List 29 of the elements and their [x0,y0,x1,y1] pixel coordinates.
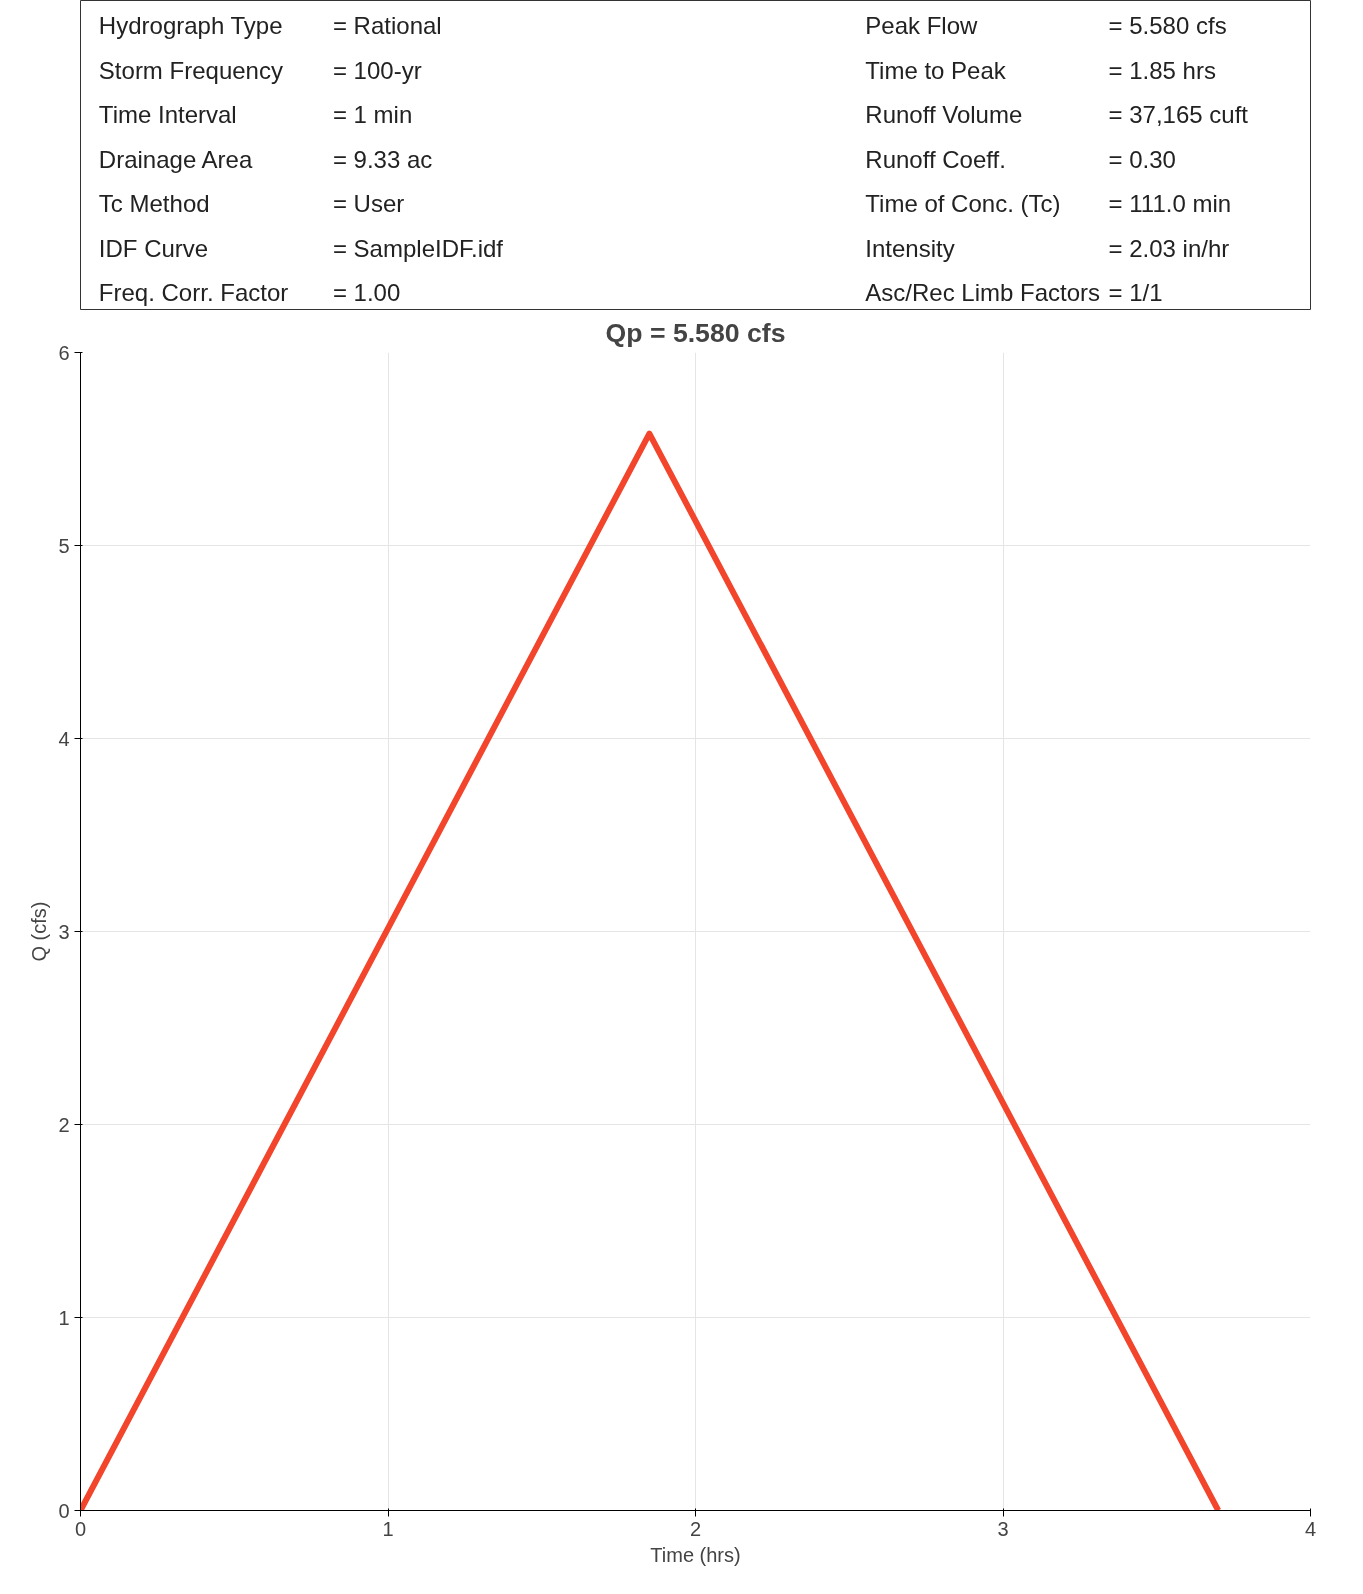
text: Freq. Corr. Factor = 1.00 [98,279,401,306]
x-tick-label: 1 [382,1517,394,1540]
text: Time to Peak = 1.85 hrs [865,56,1216,84]
text: Time of Conc. (Tc) = 111.0 min [865,190,1232,217]
x-axis-title: Time (hrs) [650,1543,741,1566]
x-tick-label: 4 [1304,1517,1317,1540]
text: Drainage Area = 9.33 ac [98,145,433,173]
y-tick-label: 2 [58,1113,70,1136]
y-tick-label: 0 [58,1499,70,1522]
x-tick-label: 2 [689,1517,702,1540]
text: Intensity = 2.03 in/hr [865,234,1230,262]
text: Asc/Rec Limb Factors = 1/1 [865,279,1163,306]
x-tick-label: 0 [74,1517,87,1540]
chart-title: Qp = 5.580 cfs [605,317,786,348]
text: Storm Frequency = 100-yr [98,56,422,84]
y-tick-label: 1 [58,1306,70,1329]
text: Peak Flow = 5.580 cfs [865,12,1227,39]
text: Runoff Coeff. = 0.30 [865,145,1176,173]
text: Runoff Volume = 37,165 cuft [865,101,1249,128]
x-tick-label: 3 [997,1517,1009,1540]
y-tick-label: 4 [58,727,70,750]
y-tick-label: 3 [58,920,70,943]
text: Hydrograph Type = Rational [98,12,442,39]
y-tick-label: 5 [58,534,70,557]
text: IDF Curve = SampleIDF.idf [98,234,503,262]
text: Time Interval = 1 min [98,101,413,128]
text: Tc Method = User [98,190,405,217]
y-tick-label: 6 [58,341,70,364]
y-axis-title: Q (cfs) [28,901,51,962]
